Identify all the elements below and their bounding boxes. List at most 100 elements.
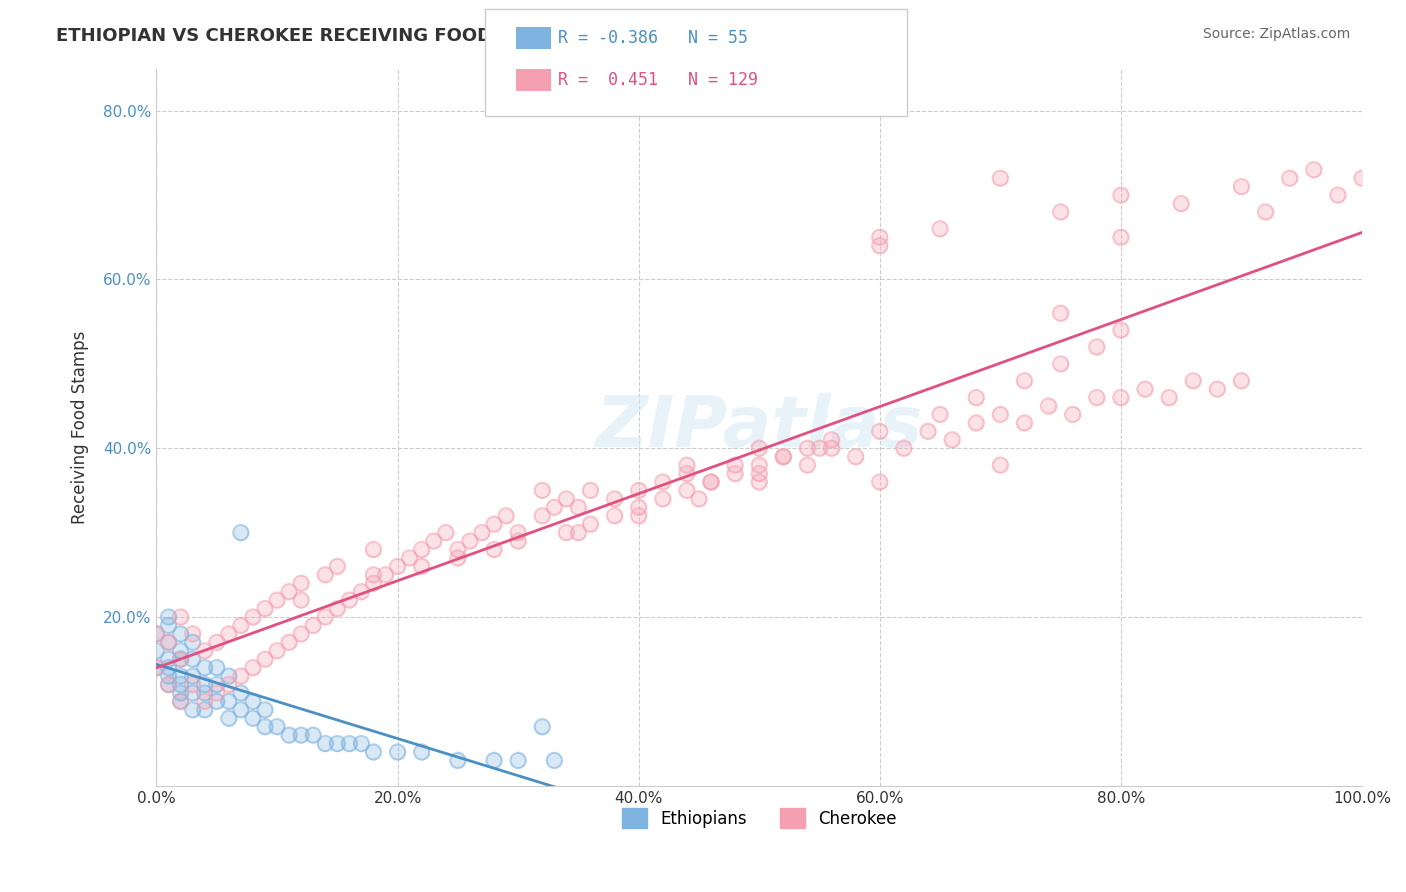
Point [157, 618, 180, 632]
Point [845, 450, 868, 464]
Point [302, 728, 325, 742]
Point [181, 635, 204, 649]
Point [242, 711, 264, 725]
Point [181, 627, 204, 641]
Point [845, 450, 868, 464]
Point [169, 652, 191, 666]
Text: R = -0.386   N = 55: R = -0.386 N = 55 [558, 29, 748, 47]
Point [482, 517, 505, 532]
Point [869, 425, 891, 439]
Point [205, 635, 228, 649]
Point [218, 627, 240, 641]
Point [411, 559, 433, 574]
Point [157, 635, 180, 649]
Point [242, 694, 264, 708]
Point [278, 635, 301, 649]
Point [869, 475, 891, 489]
Point [314, 610, 336, 624]
Point [229, 618, 252, 632]
Point [1014, 374, 1036, 388]
Point [253, 703, 276, 717]
Point [808, 442, 831, 456]
Point [290, 627, 312, 641]
Point [869, 230, 891, 244]
Point [869, 230, 891, 244]
Point [181, 677, 204, 691]
Point [169, 627, 191, 641]
Point [1182, 374, 1205, 388]
Point [169, 677, 191, 691]
Point [579, 483, 602, 498]
Point [350, 584, 373, 599]
Point [145, 660, 167, 674]
Point [1109, 188, 1132, 202]
Point [651, 475, 673, 489]
Point [218, 694, 240, 708]
Point [929, 408, 952, 422]
Point [229, 703, 252, 717]
Point [627, 483, 650, 498]
Point [194, 694, 217, 708]
Point [363, 542, 385, 557]
Point [145, 627, 167, 641]
Point [808, 442, 831, 456]
Point [651, 491, 673, 506]
Point [567, 525, 589, 540]
Point [447, 542, 470, 557]
Point [965, 391, 987, 405]
Point [627, 500, 650, 515]
Point [374, 567, 396, 582]
Point [218, 711, 240, 725]
Point [627, 500, 650, 515]
Point [242, 610, 264, 624]
Point [676, 458, 699, 472]
Point [194, 660, 217, 674]
Point [988, 171, 1011, 186]
Point [748, 467, 770, 481]
Point [531, 720, 554, 734]
Point [676, 483, 699, 498]
Point [253, 720, 276, 734]
Point [218, 677, 240, 691]
Point [1254, 205, 1277, 219]
Point [988, 458, 1011, 472]
Point [1049, 306, 1071, 320]
Point [169, 677, 191, 691]
Point [627, 483, 650, 498]
Point [169, 694, 191, 708]
Point [1085, 340, 1108, 354]
Point [1049, 357, 1071, 371]
Point [387, 559, 409, 574]
Point [543, 500, 565, 515]
Point [988, 171, 1011, 186]
Point [434, 525, 457, 540]
Point [567, 500, 589, 515]
Point [278, 584, 301, 599]
Point [724, 458, 747, 472]
Point [266, 644, 288, 658]
Point [326, 559, 349, 574]
Point [603, 491, 626, 506]
Point [869, 475, 891, 489]
Point [266, 593, 288, 607]
Point [447, 754, 470, 768]
Point [205, 660, 228, 674]
Point [169, 669, 191, 683]
Point [700, 475, 723, 489]
Point [988, 408, 1011, 422]
Point [929, 408, 952, 422]
Point [411, 745, 433, 759]
Text: ZIPatlas: ZIPatlas [596, 392, 922, 462]
Point [387, 745, 409, 759]
Point [1109, 188, 1132, 202]
Point [169, 610, 191, 624]
Point [181, 635, 204, 649]
Point [508, 534, 530, 549]
Point [495, 508, 517, 523]
Point [676, 483, 699, 498]
Point [290, 728, 312, 742]
Point [145, 627, 167, 641]
Point [314, 567, 336, 582]
Point [508, 754, 530, 768]
Point [531, 508, 554, 523]
